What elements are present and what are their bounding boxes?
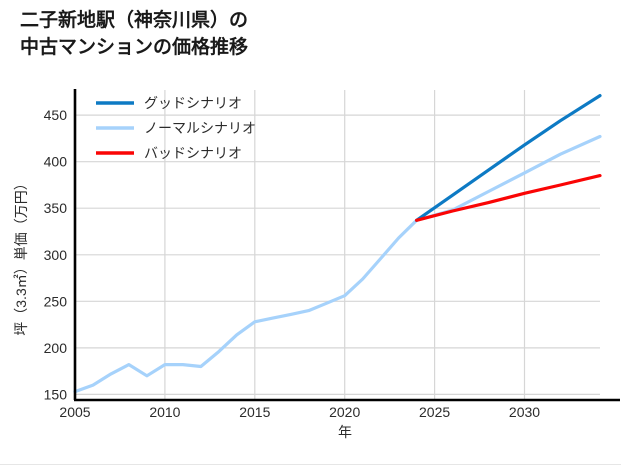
x-tick-label: 2025	[419, 404, 450, 420]
y-axis-tick-labels: 150 200 250 300 350 400 450	[44, 107, 68, 402]
chart-title: 二子新地駅（神奈川県）の 中古マンションの価格推移	[20, 10, 249, 58]
x-tick-label: 2015	[239, 404, 270, 420]
x-tick-label: 2010	[149, 404, 180, 420]
series-line-good	[415, 93, 602, 222]
y-tick-label: 200	[44, 340, 68, 356]
axis-lines	[73, 89, 620, 402]
legend-label-bad: バッドシナリオ	[144, 145, 242, 161]
legend-label-good: グッドシナリオ	[144, 95, 242, 111]
series-line-normal	[73, 134, 602, 394]
gridlines	[74, 90, 600, 400]
x-axis-title: 年	[338, 424, 352, 440]
x-tick-label: 2005	[59, 404, 90, 420]
series-lines	[73, 93, 602, 394]
y-tick-label: 350	[44, 200, 68, 216]
x-axis-tick-labels: 2005 2010 2015 2020 2025 2030	[59, 404, 540, 420]
y-tick-label: 300	[44, 247, 68, 263]
legend-label-normal: ノーマルシナリオ	[144, 120, 256, 136]
y-tick-label: 450	[44, 107, 68, 123]
series-line-bad	[415, 174, 602, 222]
y-tick-label: 150	[44, 386, 68, 402]
y-tick-label: 250	[44, 293, 68, 309]
y-axis-title: 坪（3.3㎡）単価（万円）	[13, 176, 29, 335]
x-tick-label: 2030	[509, 404, 540, 420]
y-tick-label: 400	[44, 154, 68, 170]
x-tick-label: 2020	[329, 404, 360, 420]
